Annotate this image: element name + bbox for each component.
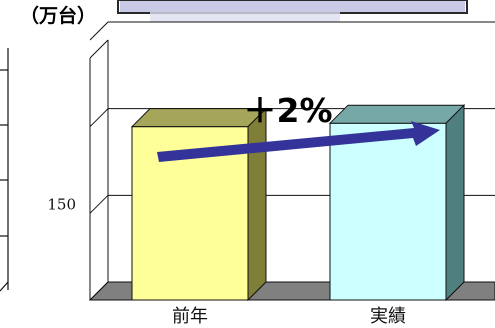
bar-side bbox=[247, 107, 267, 302]
bar-front bbox=[329, 122, 447, 301]
wall-top-edge bbox=[89, 39, 109, 59]
category-label: 実績 bbox=[370, 306, 406, 327]
bar-top bbox=[328, 104, 466, 124]
category-label: 前年 bbox=[172, 306, 208, 327]
gridline-slant bbox=[89, 281, 109, 301]
left-plot-remnant bbox=[0, 48, 9, 292]
category-labels: 前年 実績 bbox=[172, 306, 406, 327]
gridline-slant bbox=[89, 21, 109, 41]
bar bbox=[130, 107, 268, 302]
bars bbox=[130, 103, 466, 302]
gridline-slant bbox=[89, 108, 109, 128]
bar bbox=[328, 103, 466, 302]
gridline-slant bbox=[89, 194, 109, 214]
y-tick-label: 150 bbox=[47, 195, 76, 213]
growth-arrow bbox=[157, 121, 440, 162]
growth-label: ＋2% bbox=[243, 91, 332, 130]
growth-arrow-shape bbox=[157, 121, 440, 162]
unit-label: （万台） bbox=[20, 4, 96, 27]
bar-side bbox=[445, 103, 465, 302]
y-tick-labels: 150 bbox=[47, 195, 76, 213]
header-strip bbox=[117, 0, 468, 22]
